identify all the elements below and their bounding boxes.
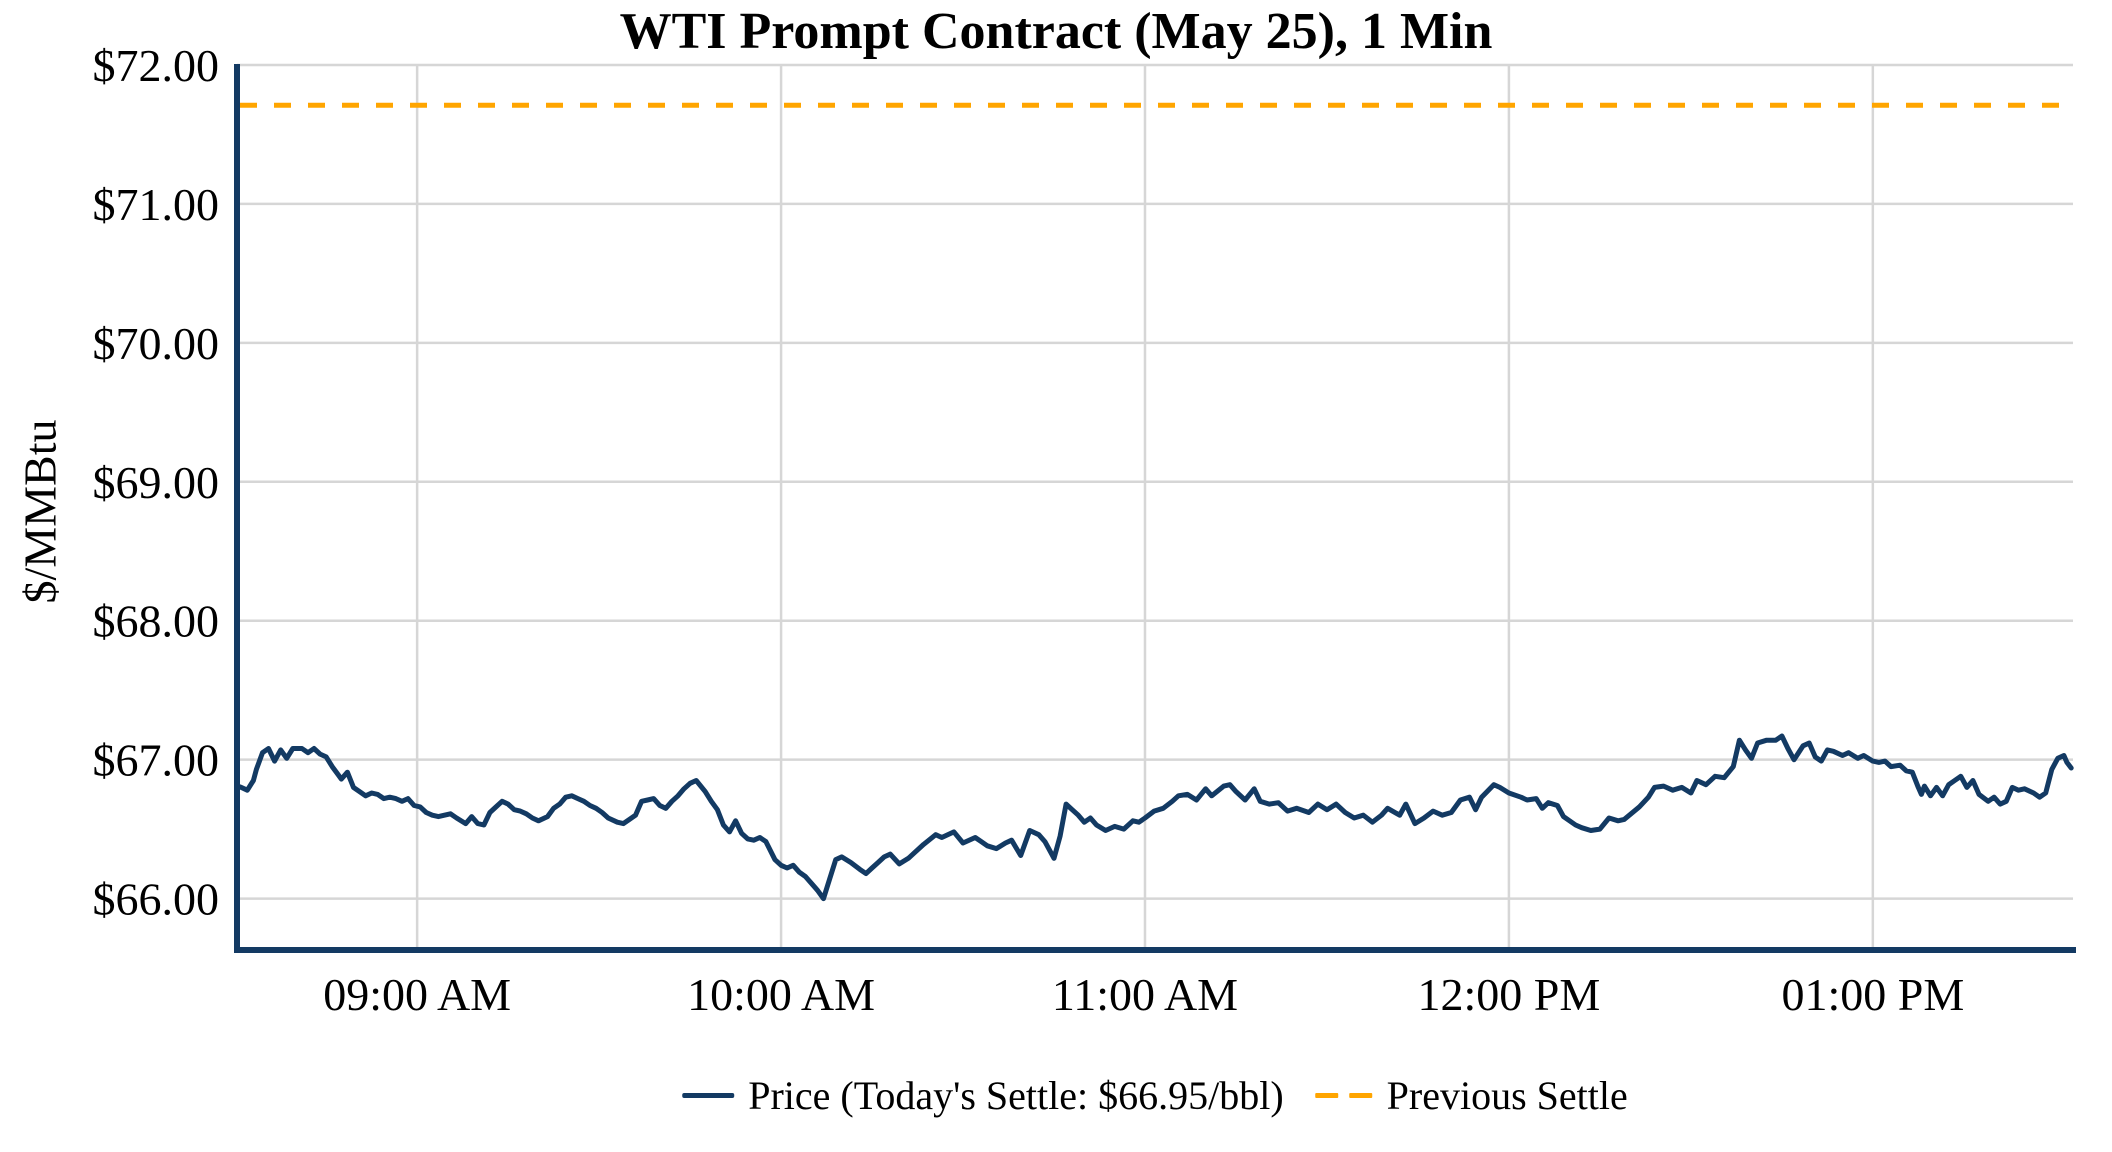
y-tick-label: $70.00 [93,318,220,369]
y-tick-label: $66.00 [93,874,220,925]
x-tick-label: 01:00 PM [1781,969,1964,1020]
chart-title: WTI Prompt Contract (May 25), 1 Min [619,3,1493,60]
y-tick-label: $67.00 [93,735,220,786]
y-axis-title: $/MMBtu [14,419,66,604]
price-line-swatch-icon [682,1093,735,1098]
y-tick-label: $72.00 [93,40,220,91]
legend-price-label: Price (Today's Settle: $66.95/bbl) [748,1073,1284,1118]
legend: Price (Today's Settle: $66.95/bbl) Previ… [682,1072,1628,1119]
x-tick-label: 09:00 AM [323,969,511,1020]
price-line [235,733,2074,902]
y-tick-label: $69.00 [93,457,220,508]
y-tick-label: $71.00 [93,179,220,230]
legend-item-price: Price (Today's Settle: $66.95/bbl) [682,1072,1284,1119]
previous-settle-dash-swatch-icon [1315,1093,1373,1098]
x-tick-label: 10:00 AM [687,969,875,1020]
x-tick-label: 12:00 PM [1418,969,1601,1020]
y-tick-label: $68.00 [93,596,220,647]
dash-segment-icon [1349,1093,1373,1098]
dash-segment-icon [1315,1093,1339,1098]
legend-previous-settle-label: Previous Settle [1386,1073,1628,1118]
legend-item-previous-settle: Previous Settle [1298,1072,1628,1119]
x-tick-label: 11:00 AM [1052,969,1238,1020]
